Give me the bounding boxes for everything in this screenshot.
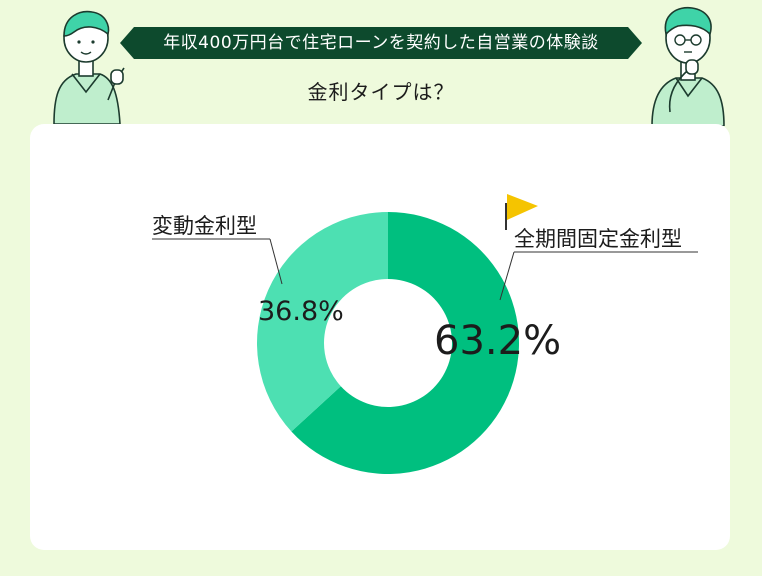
question-heading: 金利タイプは？: [307, 80, 455, 104]
variable-rate-callout: 変動金利型 36.8%: [152, 214, 344, 327]
slice-name-variable: 変動金利型: [152, 214, 257, 238]
chart-card: 全期間固定金利型 63.2% 変動金利型 36.8%: [30, 124, 730, 550]
person-thinking-illustration: [651, 6, 725, 126]
banner-title: 年収400万円台で住宅ローンを契約した自営業の体験談: [163, 33, 599, 53]
slice-name-fixed: 全期間固定金利型: [514, 227, 682, 251]
person-pointing-illustration: [53, 10, 125, 124]
slice-value-variable: 36.8%: [258, 296, 344, 327]
banner-ribbon: [120, 27, 642, 59]
slice-fixed: [291, 212, 519, 475]
fixed-rate-callout: 全期間固定金利型 63.2%: [434, 194, 698, 364]
variable-rate-leader-line: [269, 238, 283, 285]
slice-variable: [257, 212, 388, 432]
donut-chart: 全期間固定金利型 63.2% 変動金利型 36.8%: [152, 194, 698, 475]
title-banner: 年収400万円台で住宅ローンを契約した自営業の体験談: [120, 27, 642, 59]
fixed-rate-leader-line: [499, 251, 515, 301]
flag-icon: [507, 194, 538, 220]
slice-value-fixed: 63.2%: [434, 318, 561, 364]
